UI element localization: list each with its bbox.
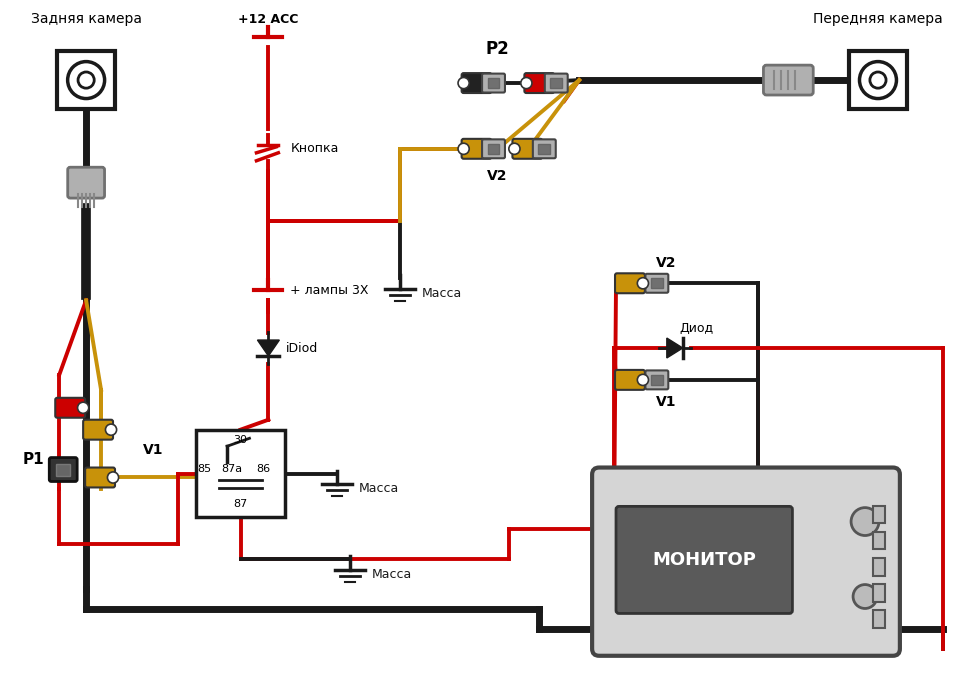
Text: Передняя камера: Передняя камера — [813, 13, 943, 27]
Text: 85: 85 — [198, 464, 212, 474]
FancyBboxPatch shape — [545, 74, 567, 92]
Circle shape — [458, 78, 469, 89]
FancyBboxPatch shape — [615, 370, 645, 390]
FancyBboxPatch shape — [68, 167, 105, 198]
Bar — [873, 584, 885, 602]
Text: +12 ACC: +12 ACC — [238, 13, 299, 26]
Text: P1: P1 — [22, 452, 44, 467]
Bar — [550, 78, 563, 88]
Text: + лампы 3Х: + лампы 3Х — [290, 284, 369, 297]
Circle shape — [637, 278, 649, 289]
FancyBboxPatch shape — [462, 139, 492, 159]
FancyBboxPatch shape — [482, 139, 505, 158]
Circle shape — [520, 78, 532, 89]
Circle shape — [78, 402, 88, 413]
FancyBboxPatch shape — [482, 74, 505, 92]
FancyBboxPatch shape — [56, 398, 85, 418]
Circle shape — [78, 72, 94, 88]
Bar — [849, 51, 907, 109]
Bar — [873, 506, 885, 524]
Circle shape — [637, 374, 649, 386]
Text: Масса: Масса — [359, 482, 399, 495]
Text: iDiod: iDiod — [286, 342, 319, 354]
FancyBboxPatch shape — [84, 420, 113, 440]
Text: Масса: Масса — [421, 287, 462, 300]
Bar — [873, 610, 885, 628]
Circle shape — [853, 584, 877, 608]
Text: Кнопка: Кнопка — [290, 142, 339, 155]
Text: Задняя камера: Задняя камера — [31, 13, 142, 27]
FancyBboxPatch shape — [462, 73, 492, 93]
Text: 86: 86 — [256, 464, 270, 474]
Text: Диод: Диод — [680, 321, 713, 335]
Text: МОНИТОР: МОНИТОР — [652, 551, 756, 569]
Text: V2: V2 — [656, 256, 676, 270]
Bar — [58, 51, 115, 109]
Text: P2: P2 — [486, 40, 510, 58]
Text: V1: V1 — [143, 442, 163, 456]
Bar — [57, 463, 70, 475]
Text: Масса: Масса — [372, 568, 412, 580]
FancyBboxPatch shape — [533, 139, 556, 158]
Circle shape — [509, 144, 520, 155]
Circle shape — [108, 472, 119, 483]
Text: 87a: 87a — [221, 464, 242, 474]
FancyBboxPatch shape — [49, 458, 77, 482]
FancyBboxPatch shape — [85, 468, 115, 487]
Bar — [873, 532, 885, 550]
Text: 87: 87 — [233, 499, 248, 509]
FancyBboxPatch shape — [645, 274, 668, 293]
Text: V1: V1 — [656, 395, 676, 409]
Polygon shape — [667, 338, 683, 358]
Text: V2: V2 — [488, 169, 508, 183]
Polygon shape — [257, 340, 279, 356]
Bar — [488, 144, 499, 154]
FancyBboxPatch shape — [524, 73, 554, 93]
FancyBboxPatch shape — [615, 273, 645, 293]
Text: 30: 30 — [233, 435, 248, 445]
Bar — [539, 144, 550, 154]
Bar — [873, 558, 885, 575]
FancyBboxPatch shape — [763, 65, 813, 95]
Circle shape — [106, 424, 116, 435]
FancyBboxPatch shape — [616, 506, 792, 613]
Circle shape — [67, 62, 105, 99]
Bar — [651, 279, 662, 288]
Bar — [488, 78, 499, 88]
Bar — [196, 430, 285, 517]
FancyBboxPatch shape — [645, 370, 668, 389]
Circle shape — [458, 144, 469, 155]
FancyBboxPatch shape — [592, 468, 900, 656]
FancyBboxPatch shape — [513, 139, 542, 159]
Circle shape — [870, 72, 886, 88]
Bar — [651, 375, 662, 385]
Circle shape — [859, 62, 897, 99]
Circle shape — [852, 508, 879, 536]
